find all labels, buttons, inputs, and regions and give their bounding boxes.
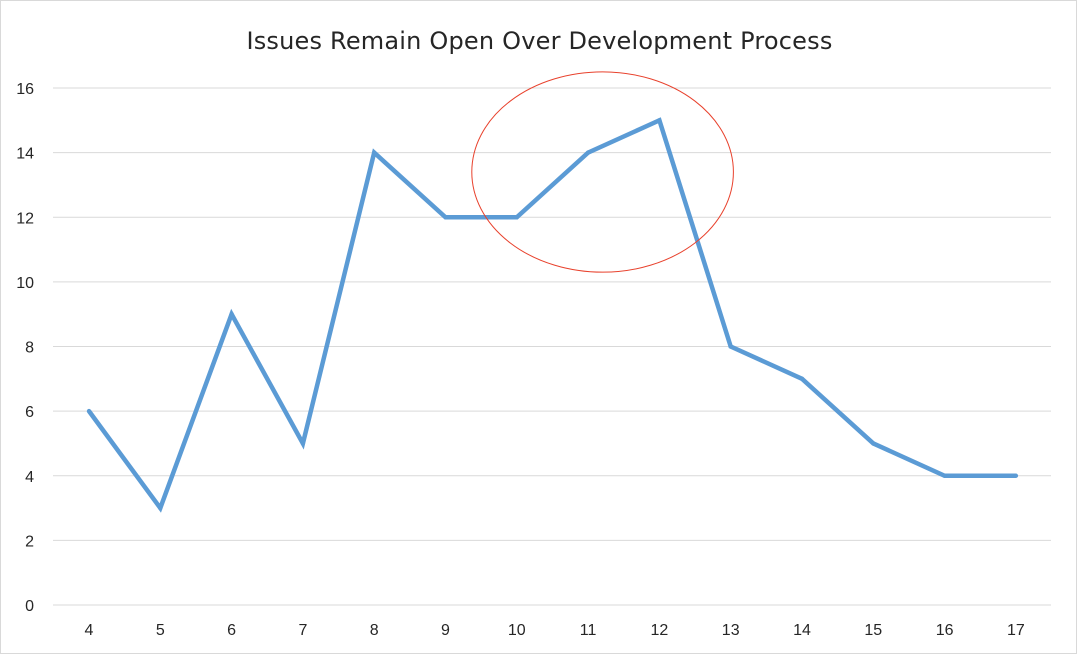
x-axis-ticks: 4 5 6 7 8 9 10 11 12 13 14 15 16 17 xyxy=(85,622,1025,639)
data-point xyxy=(871,441,876,446)
y-tick-label: 6 xyxy=(25,404,34,421)
data-point xyxy=(229,311,234,317)
gridlines xyxy=(53,87,1051,606)
data-point xyxy=(1013,473,1019,478)
data-point xyxy=(86,408,92,414)
x-tick-label: 9 xyxy=(441,622,450,639)
x-tick-label: 10 xyxy=(508,622,526,639)
x-tick-label: 7 xyxy=(298,622,307,639)
x-tick-label: 4 xyxy=(85,622,94,639)
x-tick-label: 5 xyxy=(156,622,165,639)
x-tick-label: 13 xyxy=(722,622,740,639)
data-point xyxy=(799,376,805,382)
x-tick-label: 15 xyxy=(864,622,882,639)
x-tick-label: 16 xyxy=(936,622,954,639)
data-point xyxy=(372,150,377,155)
data-point xyxy=(158,505,163,511)
x-tick-label: 8 xyxy=(370,622,379,639)
x-tick-label: 14 xyxy=(793,622,811,639)
data-point xyxy=(443,215,448,220)
y-tick-label: 12 xyxy=(16,210,34,227)
x-tick-label: 6 xyxy=(227,622,236,639)
y-tick-label: 14 xyxy=(16,146,34,163)
y-tick-label: 10 xyxy=(16,275,34,292)
y-tick-label: 4 xyxy=(25,469,34,486)
series-line xyxy=(87,117,1016,513)
x-tick-label: 17 xyxy=(1007,622,1025,639)
data-point xyxy=(514,215,519,220)
data-point xyxy=(300,441,306,446)
y-tick-label: 2 xyxy=(25,533,34,550)
y-axis-ticks: 0 2 4 6 8 10 12 14 16 xyxy=(16,81,34,615)
series-layer xyxy=(86,117,1019,513)
data-point xyxy=(728,344,733,349)
highlight-ellipse xyxy=(471,71,734,273)
data-point xyxy=(657,118,662,123)
data-point xyxy=(942,473,947,478)
x-tick-label: 12 xyxy=(651,622,669,639)
chart-title: Issues Remain Open Over Development Proc… xyxy=(246,27,833,55)
x-tick-label: 11 xyxy=(580,622,597,639)
data-point xyxy=(585,150,591,155)
y-tick-label: 0 xyxy=(25,598,34,615)
y-tick-label: 8 xyxy=(25,340,34,357)
annotation-layer xyxy=(471,71,734,273)
y-tick-label: 16 xyxy=(16,81,34,98)
